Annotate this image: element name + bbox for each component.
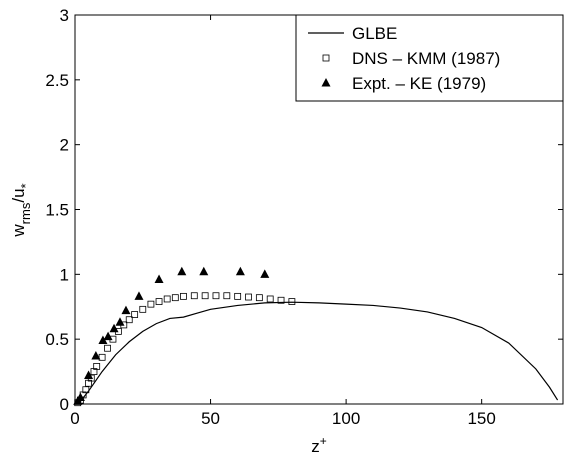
y-label-sub: rms (18, 202, 33, 224)
marker (190, 292, 198, 300)
marker (131, 311, 139, 318)
marker (155, 298, 163, 305)
marker (104, 344, 111, 352)
legend-label: GLBE (352, 24, 397, 43)
legend-box (295, 14, 564, 102)
marker (84, 370, 94, 379)
marker (177, 266, 187, 276)
marker (234, 292, 242, 300)
marker (163, 295, 171, 303)
marker (245, 293, 252, 301)
marker (223, 292, 231, 300)
line (74, 301, 559, 405)
marker (121, 305, 131, 315)
y-tick-label: 3 (60, 6, 69, 25)
marker (199, 266, 209, 276)
x-tick-label: 150 (467, 409, 495, 428)
marker (235, 266, 245, 276)
marker (134, 291, 144, 300)
marker (75, 392, 85, 402)
marker (255, 294, 263, 302)
y-tick-label: 0 (60, 395, 69, 414)
marker (260, 269, 270, 278)
y-tick-label: 2.5 (45, 71, 69, 90)
legend-swatch (322, 54, 330, 62)
marker (125, 316, 133, 324)
marker (115, 317, 125, 326)
marker (171, 294, 179, 302)
marker (288, 298, 296, 305)
x-tick-label: 0 (70, 409, 79, 428)
y-tick-label: 1 (60, 265, 69, 284)
marker (277, 296, 285, 304)
marker (91, 351, 101, 360)
x-tick-label: 100 (332, 409, 360, 428)
marker (109, 323, 119, 333)
y-label-sub2: * (18, 183, 33, 188)
y-label-main: w (9, 224, 28, 238)
marker (103, 331, 113, 341)
y-tick-label: 2 (60, 136, 69, 155)
y-tick-label: 1.5 (45, 201, 69, 220)
x-label-main: z (311, 437, 320, 456)
marker (266, 295, 274, 303)
marker (147, 300, 155, 308)
marker (180, 292, 187, 300)
x-axis-label: z+ (311, 434, 327, 456)
marker (139, 305, 147, 313)
marker (82, 386, 90, 394)
marker (98, 335, 108, 344)
legend-swatch (321, 78, 331, 87)
marker (201, 292, 209, 300)
marker (93, 362, 101, 370)
marker (154, 274, 164, 284)
y-axis-label: wrms/u* (9, 183, 33, 237)
x-label-sup: + (320, 434, 327, 448)
marker (212, 292, 220, 300)
y-tick-label: 0.5 (45, 330, 69, 349)
legend-label: Expt. – KE (1979) (352, 74, 486, 93)
legend-label: DNS – KMM (1987) (352, 49, 500, 68)
x-tick-label: 50 (201, 409, 220, 428)
y-label-main2: /u (9, 188, 28, 202)
